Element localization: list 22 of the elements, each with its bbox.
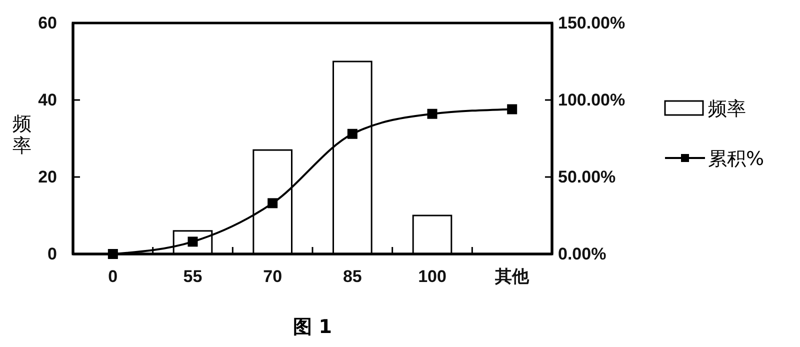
y-axis-title: 频率 — [12, 113, 32, 157]
point — [347, 128, 358, 139]
y2-tick-label: 100.00% — [558, 90, 626, 110]
x-tick-label: 其他 — [494, 267, 530, 286]
y2-tick-label: 50.00% — [558, 167, 616, 186]
x-tick-label: 100 — [418, 267, 446, 286]
y-tick-label: 0 — [48, 244, 57, 264]
legend-label: 频率 — [708, 98, 746, 120]
x-tick-label: 55 — [183, 267, 202, 286]
x-tick-label: 70 — [263, 267, 282, 286]
x-tick-label: 85 — [342, 267, 362, 286]
point — [268, 198, 278, 208]
text: 图 1 — [293, 316, 332, 338]
x-tick-label: 0 — [108, 267, 118, 286]
y2-tick-label: 150.00% — [558, 13, 626, 32]
legend-label: 累积% — [708, 148, 764, 170]
y-tick-label: 40 — [38, 90, 57, 110]
y2-tick-label: 0.00% — [558, 244, 606, 264]
y-tick-label: 20 — [38, 167, 57, 186]
y-tick-label: 60 — [38, 13, 57, 32]
point — [507, 104, 518, 114]
point — [427, 108, 438, 119]
